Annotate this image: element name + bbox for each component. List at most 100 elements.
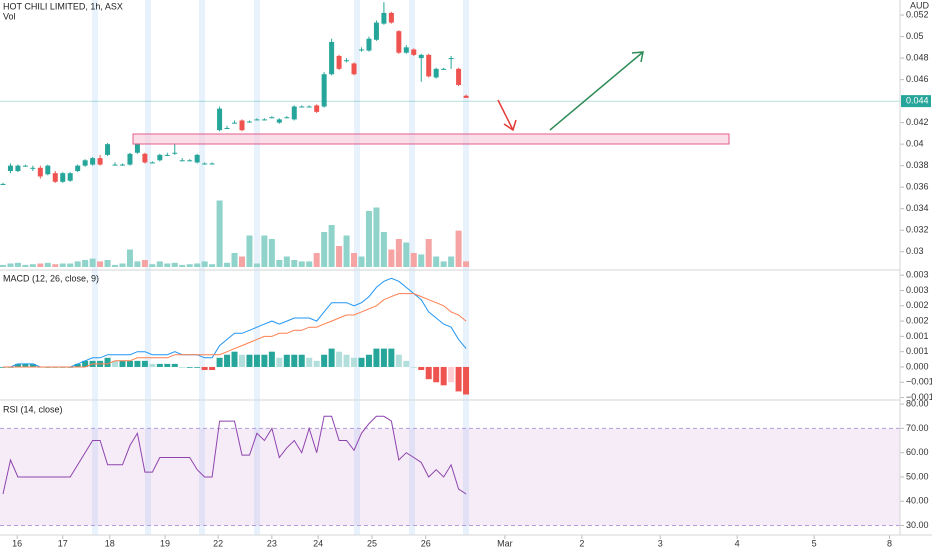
y-tick-label: 0.052	[906, 9, 929, 19]
x-tick-label: 3	[658, 538, 663, 548]
session-stripes	[92, 0, 469, 535]
volume-bar	[156, 261, 163, 267]
volume-bar	[253, 263, 260, 267]
volume-bar	[313, 253, 320, 267]
x-tick-label: 8	[887, 538, 892, 548]
volume-bar	[276, 260, 283, 267]
macd-histogram-bar	[22, 363, 29, 367]
volume-bar	[119, 263, 126, 267]
candle-body	[239, 120, 245, 131]
y-tick-label: 0.002	[906, 315, 929, 325]
macd-histogram-bar	[171, 363, 178, 367]
volume-bar	[261, 235, 268, 267]
candle-body	[0, 183, 6, 185]
currency-label: AUD	[910, 0, 930, 10]
macd-line	[3, 277, 467, 368]
volume-bar	[14, 262, 21, 267]
volume-bar	[351, 253, 358, 267]
volume-bar	[134, 261, 141, 267]
volume-bar	[268, 239, 275, 267]
macd-histogram-bar	[328, 348, 335, 367]
candle-body	[194, 154, 200, 163]
volume-bar	[194, 263, 201, 267]
candle-body	[284, 117, 290, 119]
candle-body	[396, 31, 402, 53]
macd-histogram-bar	[141, 360, 148, 367]
x-tick-label: 17	[58, 538, 68, 548]
macd-histogram-bar	[410, 366, 417, 368]
macd-histogram-bar	[321, 354, 328, 367]
candle-body	[157, 154, 163, 161]
macd-histogram-bar	[261, 354, 268, 367]
volume-bar	[283, 256, 290, 267]
y-tick-label: 0.000	[906, 361, 929, 371]
session-stripe	[254, 0, 260, 535]
signal-line	[3, 293, 467, 368]
volume-bar	[209, 264, 216, 267]
volume-bar	[433, 256, 440, 267]
volume-bar	[59, 263, 66, 267]
macd-histogram-bar	[246, 354, 253, 367]
volume-bar	[112, 264, 119, 267]
y-tick-label: 0.05	[906, 31, 924, 41]
macd-histogram-bar	[283, 354, 290, 367]
candle-body	[426, 54, 432, 77]
volume-bar	[52, 264, 59, 267]
candle-body	[67, 173, 73, 181]
candle-body	[246, 121, 252, 123]
volume-bar	[216, 200, 223, 267]
macd-histogram-bar	[224, 354, 231, 367]
volume-bar	[126, 249, 133, 267]
candle-body	[336, 55, 342, 69]
candle-body	[441, 68, 447, 70]
y-tick-label: 0.038	[906, 160, 929, 170]
arrow-head	[503, 119, 517, 132]
candle-body	[187, 160, 193, 162]
macd-histogram-bar	[418, 366, 425, 371]
candle-body	[321, 74, 327, 107]
macd-histogram-bar	[343, 354, 350, 367]
candle-body	[351, 63, 357, 75]
volume-bar	[97, 261, 104, 267]
candle-body	[254, 119, 260, 121]
volume-bar	[164, 263, 171, 267]
volume-bar	[104, 260, 111, 267]
volume-bar	[410, 253, 417, 267]
arrow-shaft	[549, 51, 644, 131]
volume-bar	[403, 242, 410, 267]
y-tick-label: 0.03	[906, 246, 924, 256]
candle-body	[149, 162, 155, 164]
candle-body	[112, 164, 118, 166]
volume-bar	[373, 207, 380, 267]
candle-body	[456, 68, 462, 85]
macd-histogram-bar	[0, 366, 6, 368]
macd-histogram-bar	[164, 363, 171, 367]
volume-bar	[343, 235, 350, 267]
candle-body	[45, 165, 51, 175]
y-tick-label: 0.036	[906, 182, 929, 192]
x-tick-label: 24	[313, 538, 323, 548]
candle-body	[269, 117, 275, 119]
macd-histogram-bar	[112, 360, 119, 367]
session-stripe	[463, 0, 469, 535]
session-stripe	[92, 0, 98, 535]
red-arrow	[497, 99, 517, 132]
x-tick-label: 25	[367, 538, 377, 548]
macd-histogram-bar	[186, 366, 193, 368]
arrow-head	[631, 51, 644, 63]
x-tick-label: 4	[735, 538, 740, 548]
macd-histogram-bar	[403, 360, 410, 367]
macd-histogram-bar	[373, 348, 380, 367]
volume-bar	[425, 239, 432, 267]
volume-bar	[82, 260, 89, 267]
volume-bar	[89, 258, 96, 267]
volume-bar	[44, 262, 51, 267]
candle-body	[433, 68, 439, 78]
macd-histogram-bar	[238, 354, 245, 367]
volume-bar	[224, 262, 231, 267]
macd-histogram-bar	[336, 351, 343, 367]
macd-histogram-bar	[306, 357, 313, 367]
y-tick-label: 0.04	[906, 139, 924, 149]
macd-histogram-bar	[433, 366, 440, 383]
